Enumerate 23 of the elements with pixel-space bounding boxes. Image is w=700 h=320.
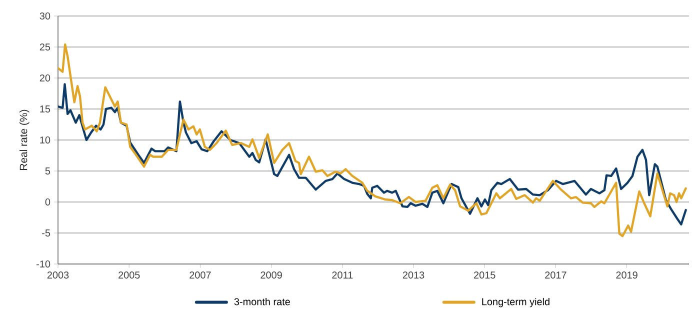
x-tick-label: 2011 <box>332 272 353 279</box>
y-tick-label: 5 <box>45 168 50 174</box>
x-tick-label: 2013 <box>402 272 424 279</box>
x-tick-label: 2003 <box>47 272 69 279</box>
y-tick-label: 0 <box>45 198 50 206</box>
y-tick-label: 30 <box>40 12 50 20</box>
x-tick-label: 2005 <box>118 272 140 279</box>
y-tick-label: -5 <box>42 230 50 236</box>
y-axis-title: Real rate (%) <box>19 110 30 170</box>
x-tick-label: 2009 <box>260 272 282 279</box>
x-tick-label: 2017 <box>545 272 566 279</box>
x-tick-label: 2007 <box>190 272 211 279</box>
x-tick-label: 2015 <box>474 272 496 279</box>
y-tick-label: 15 <box>40 106 50 112</box>
y-tick-label: 25 <box>40 43 50 51</box>
line-series <box>58 83 687 226</box>
y-tick-label: 10 <box>40 136 50 144</box>
x-tick-label: 2019 <box>616 272 638 279</box>
y-tick-label: -10 <box>36 260 50 268</box>
line-series <box>58 43 687 238</box>
legend-label: 3-month rate <box>234 298 290 306</box>
legend-label: Long-term yield <box>482 298 550 308</box>
y-tick-label: 20 <box>40 74 50 82</box>
